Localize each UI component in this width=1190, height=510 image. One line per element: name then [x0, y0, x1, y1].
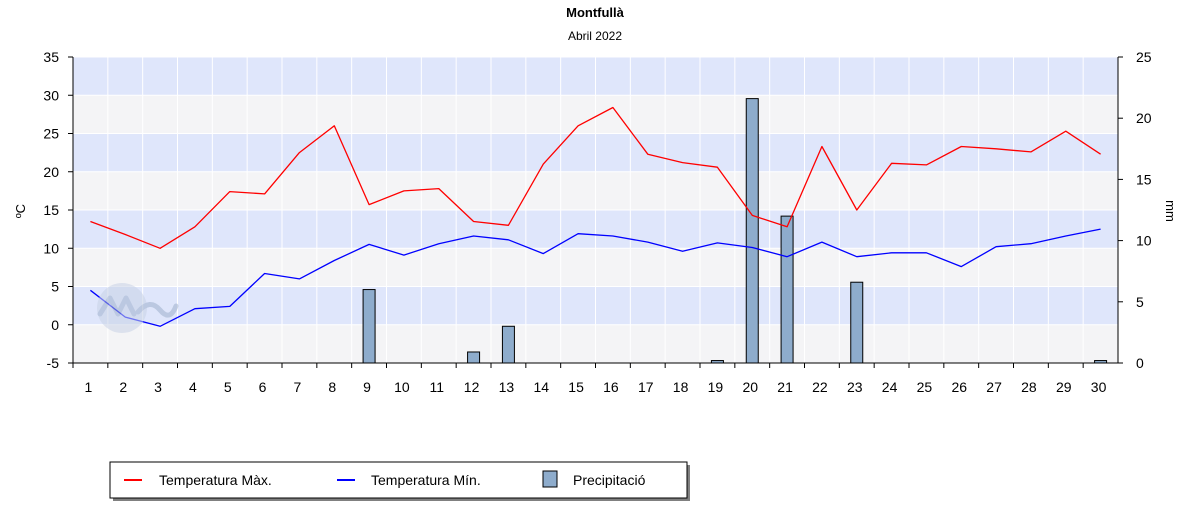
y-tick-label-left: 15: [43, 202, 59, 218]
x-tick-label: 29: [1056, 379, 1072, 395]
y-tick-label-right: 10: [1136, 233, 1152, 249]
legend-label-max: Temperatura Màx.: [159, 472, 272, 488]
x-tick-label: 12: [464, 379, 480, 395]
x-tick-label: 21: [777, 379, 793, 395]
precip-bar-21: [780, 215, 794, 364]
x-tick-label: 20: [742, 379, 758, 395]
x-tick-label: 18: [673, 379, 689, 395]
x-tick-label: 15: [568, 379, 584, 395]
x-tick-label: 10: [394, 379, 410, 395]
x-tick-label: 3: [154, 379, 162, 395]
series-line-max: [90, 106, 1101, 249]
x-tick-label: 8: [328, 379, 336, 395]
precip-bar-20: [745, 98, 759, 364]
x-tick-label: 9: [363, 379, 371, 395]
y-tick-label-left: 25: [43, 126, 59, 142]
chart-title: Montfullà: [566, 5, 625, 20]
y-tick-label-right: 25: [1136, 49, 1152, 65]
y-tick-label-left: 10: [43, 240, 59, 256]
y-tick-label-left: 20: [43, 164, 59, 180]
x-tick-label: 30: [1091, 379, 1107, 395]
temperature-lines: [90, 106, 1101, 327]
x-tick-label: 14: [533, 379, 549, 395]
x-tick-label: 1: [85, 379, 93, 395]
precip-bar-23: [850, 281, 864, 364]
x-tick-label: 27: [986, 379, 1002, 395]
y-tick-label-right: 5: [1136, 294, 1144, 310]
y-tick-label-left: -5: [47, 355, 60, 371]
x-tick-label: 23: [847, 379, 863, 395]
y-tick-label-left: 0: [51, 317, 59, 333]
x-tick-label: 16: [603, 379, 619, 395]
y-tick-label-left: 5: [51, 279, 59, 295]
chart-subtitle: Abril 2022: [568, 29, 622, 43]
precipitation-bars: [362, 98, 1108, 364]
legend-label-precip: Precipitació: [573, 472, 646, 488]
x-tick-label: 17: [638, 379, 654, 395]
x-tick-label: 7: [294, 379, 302, 395]
x-tick-label: 2: [119, 379, 127, 395]
y-tick-label-right: 15: [1136, 171, 1152, 187]
y-tick-label-left: 35: [43, 49, 59, 65]
x-tick-label: 28: [1021, 379, 1037, 395]
precip-bar-9: [362, 289, 376, 364]
x-tick-label: 5: [224, 379, 232, 395]
precip-bar-12: [467, 351, 481, 364]
y-tick-label-right: 0: [1136, 355, 1144, 371]
y-tick-label-right: 20: [1136, 110, 1152, 126]
x-tick-label: 22: [812, 379, 828, 395]
y-axis-label-left: ºC: [13, 204, 28, 218]
y-axis-label-right: mm: [1163, 200, 1178, 222]
legend-label-min: Temperatura Mín.: [371, 472, 481, 488]
x-tick-label: 19: [708, 379, 724, 395]
watermark-logo-icon: [97, 283, 179, 333]
x-tick-label: 13: [499, 379, 515, 395]
precip-bar-13: [501, 325, 515, 364]
x-tick-label: 25: [917, 379, 933, 395]
x-tick-label: 11: [429, 379, 444, 395]
series-line-min: [90, 228, 1101, 327]
x-tick-label: 24: [882, 379, 898, 395]
y-tick-label-left: 30: [43, 87, 59, 103]
legend: Temperatura Màx. Temperatura Mín. Precip…: [109, 461, 690, 501]
x-tick-label: 6: [259, 379, 267, 395]
legend-swatch-precip: [542, 470, 558, 488]
x-tick-label: 26: [951, 379, 967, 395]
x-tick-label: 4: [189, 379, 197, 395]
